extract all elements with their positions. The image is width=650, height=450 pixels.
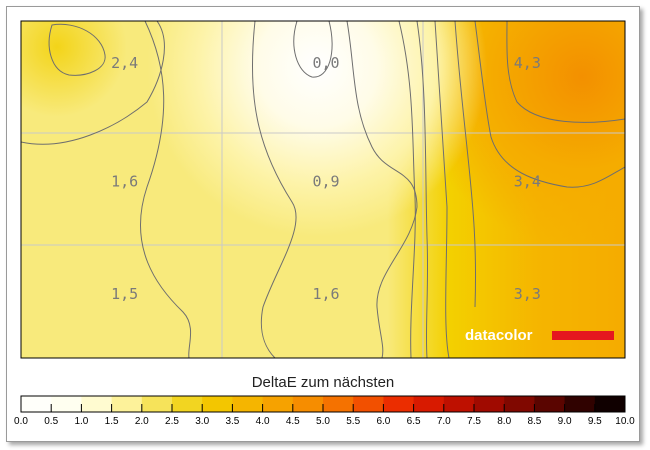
cell-value-label: 3,4 [514,173,541,191]
colorbar-tick-label: 3.5 [225,416,239,427]
colorbar-segment [504,396,535,412]
heatmap-svg: datacolor 2,4 0,0 4,3 1,6 0,9 3,4 1,5 1,6 3,3 De… [14,20,635,427]
colorbar-segment [353,396,384,412]
colorbar-tick-label: 9.0 [558,416,572,427]
colorbar-segment [323,396,354,412]
colorbar-tick-label: 8.0 [497,416,511,427]
colorbar-segment [443,396,475,412]
heatmap-field: datacolor [21,21,625,358]
colorbar-segment [564,396,596,412]
colorbar-tick-label: 5.5 [346,416,360,427]
colorbar-tick-label: 6.5 [407,416,421,427]
colorbar-tick-label: 9.5 [588,416,602,427]
cell-labels: 2,4 0,0 4,3 1,6 0,9 3,4 1,5 1,6 3,3 [111,54,541,303]
cell-value-label: 2,4 [111,54,138,72]
colorbar-tick-label: 7.0 [437,416,451,427]
cell-value-label: 3,3 [514,285,541,303]
legend-title: DeltaE zum nächsten [252,374,395,391]
brand-text: datacolor [465,327,533,344]
colorbar-segment [81,396,113,412]
colorbar-segment [292,396,324,412]
colorbar-tick-label: 2.5 [165,416,179,427]
colorbar-tick-label: 3.0 [195,416,209,427]
colorbar-segment [534,396,566,412]
colorbar-tick-label: 4.0 [256,416,270,427]
colorbar-tick-label: 6.0 [376,416,390,427]
colorbar-segment [474,396,505,412]
colorbar-tick-label: 0.0 [14,416,28,427]
colorbar-tick-label: 0.5 [44,416,58,427]
cell-value-label: 1,6 [111,173,138,191]
colorbar-tick-label: 1.0 [74,416,88,427]
cell-value-label: 1,6 [312,285,339,303]
cell-value-label: 0,0 [312,54,339,72]
colorbar-tick-label: 1.5 [105,416,119,427]
colorbar-segment [172,396,203,412]
colorbar-segment [594,396,626,412]
colorbar-segment [383,396,415,412]
contour-lines [21,21,625,358]
colorbar-tick-label: 4.5 [286,416,300,427]
colorbar-segment [413,396,445,412]
colorbar-tick-label: 10.0 [615,416,635,427]
colorbar-tick-label: 8.5 [527,416,541,427]
colorbar-tick-label: 7.5 [467,416,481,427]
colorbar-segment [202,396,233,412]
cell-value-label: 4,3 [514,54,541,72]
colorbar-segment [262,396,294,412]
colorbar-tick-label: 5.0 [316,416,330,427]
colorbar-segment [51,396,82,412]
colorbar-tick-label: 2.0 [135,416,149,427]
colorbar-segment [111,396,143,412]
colorbar-segment [141,396,173,412]
colorbar: 0.0 0.5 1.0 1.5 2.0 2.5 3.0 3.5 4.0 4.5 5.0 5.5 6.0 6… [14,395,635,427]
cell-value-label: 1,5 [111,285,138,303]
colorbar-segment [232,396,264,412]
chart-frame: datacolor 2,4 0,0 4,3 1,6 0,9 3,4 1,5 1,6 3,3 De… [6,6,640,442]
cell-value-label: 0,9 [312,173,339,191]
colorbar-segment [21,396,52,412]
datacolor-logo: datacolor [465,327,614,344]
